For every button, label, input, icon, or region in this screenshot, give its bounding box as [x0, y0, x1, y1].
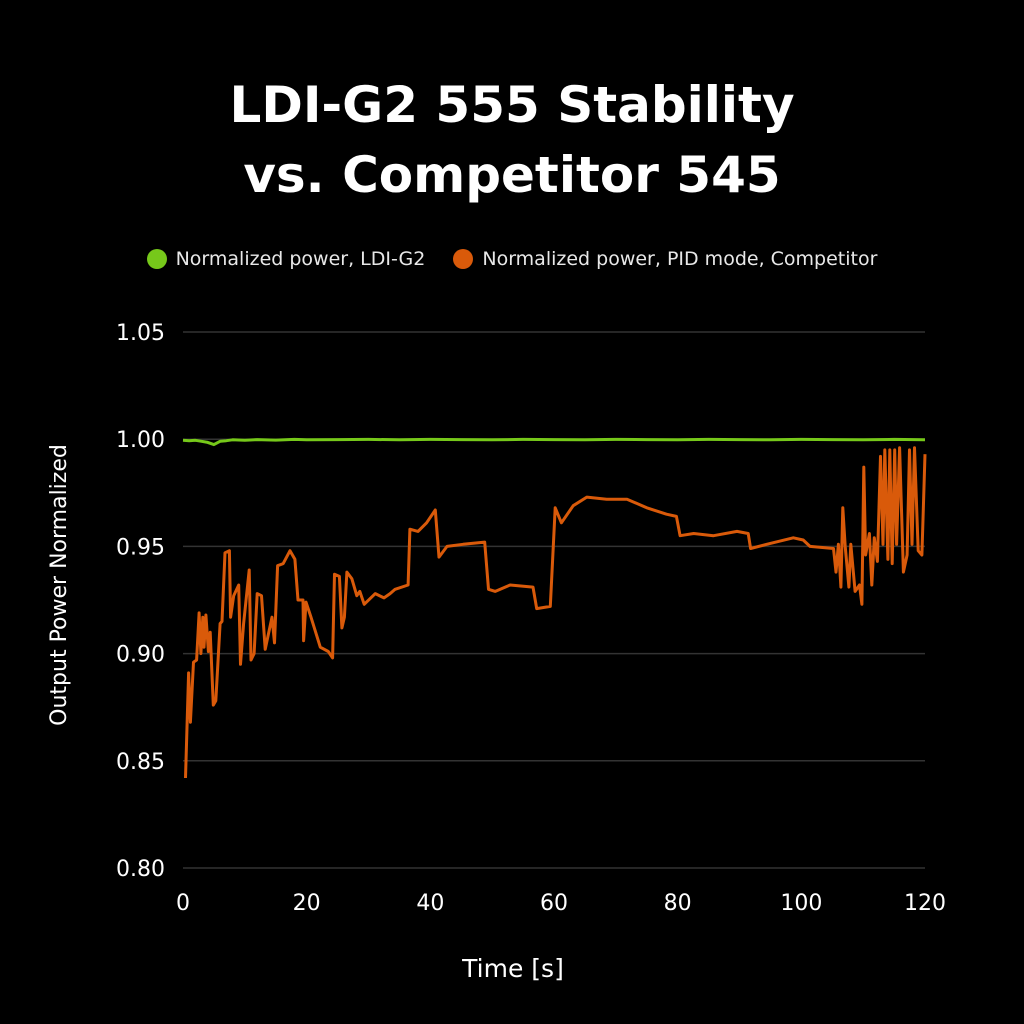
- y-tick-label: 0.85: [116, 750, 165, 775]
- chart-title-line-1: LDI-G2 555 Stability: [229, 76, 795, 134]
- legend-item-ldi-g2: Normalized power, LDI-G2: [146, 248, 426, 270]
- x-tick-label: 20: [293, 891, 321, 916]
- x-tick-label: 40: [416, 891, 444, 916]
- chart-legend: Normalized power, LDI-G2 Normalized powe…: [0, 248, 1024, 270]
- legend-marker-competitor: [453, 249, 474, 269]
- x-tick-label: 0: [176, 891, 190, 916]
- legend-marker-ldi-g2: [146, 249, 167, 269]
- legend-item-competitor: Normalized power, PID mode, Competitor: [453, 248, 877, 270]
- x-tick-label: 60: [540, 891, 568, 916]
- x-axis-label: Time [s]: [461, 954, 564, 983]
- y-axis-label: Output Power Normalized: [47, 444, 72, 726]
- y-tick-label: 0.95: [116, 535, 165, 560]
- legend-label-ldi-g2: Normalized power, LDI-G2: [175, 248, 426, 270]
- legend-label-competitor: Normalized power, PID mode, Competitor: [482, 248, 878, 270]
- y-tick-label: 0.80: [116, 857, 165, 882]
- x-tick-label: 100: [780, 891, 822, 916]
- chart-title: LDI-G2 555 Stability vs. Competitor 545: [0, 70, 1024, 210]
- series-line-competitor: [184, 446, 927, 779]
- y-tick-label: 0.90: [116, 643, 165, 668]
- x-tick-label: 120: [904, 891, 946, 916]
- series-line-ldi-g2: [182, 437, 926, 447]
- y-tick-label: 1.05: [116, 321, 165, 346]
- y-tick-label: 1.00: [116, 428, 165, 453]
- chart-title-line-2: vs. Competitor 545: [243, 146, 781, 204]
- x-tick-label: 80: [664, 891, 692, 916]
